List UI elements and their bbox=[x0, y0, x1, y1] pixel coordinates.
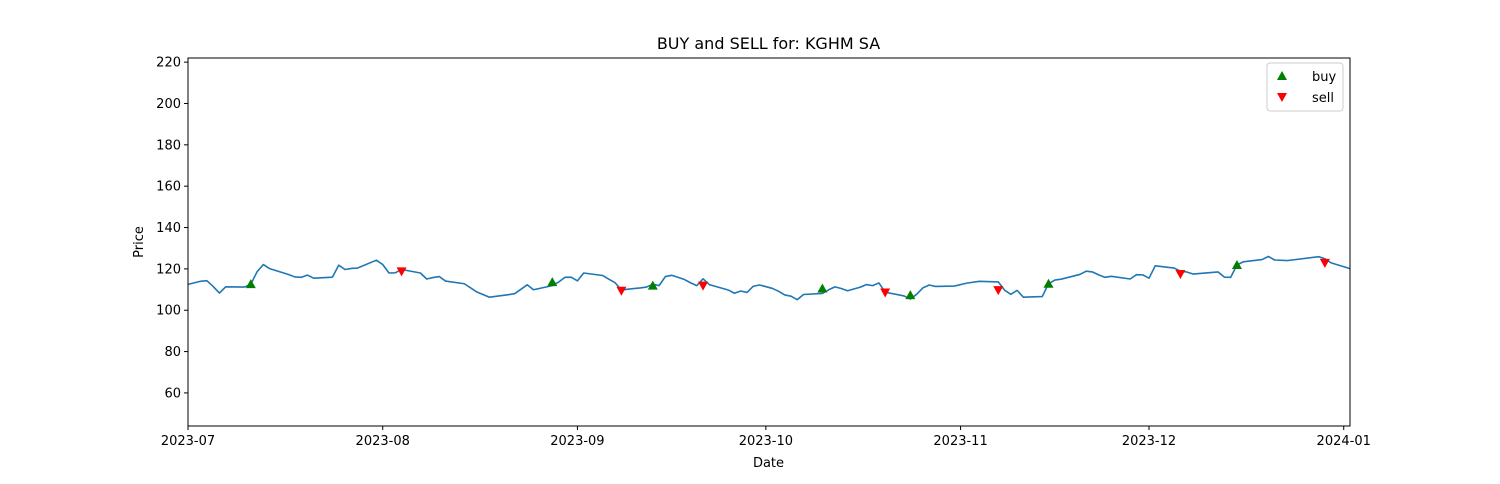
sell-markers-layer bbox=[396, 258, 1330, 298]
y-tick-label: 220 bbox=[156, 56, 181, 71]
legend-box bbox=[1266, 62, 1344, 112]
price-line bbox=[187, 255, 1351, 301]
x-axis-label: Date bbox=[753, 456, 784, 471]
sell-marker bbox=[880, 288, 891, 298]
y-tick-label: 160 bbox=[156, 180, 181, 195]
y-tick-label: 60 bbox=[164, 386, 181, 401]
x-tick-label: 2023-11 bbox=[933, 434, 987, 449]
sell-marker bbox=[1319, 258, 1330, 268]
buy-markers-layer bbox=[245, 259, 1242, 300]
y-tick-label: 100 bbox=[156, 304, 181, 319]
sell-marker bbox=[993, 286, 1004, 296]
y-axis-label: Price bbox=[132, 226, 147, 258]
legend-buy-marker bbox=[1277, 71, 1287, 80]
buy-marker bbox=[245, 279, 256, 289]
x-tick-label: 2023-09 bbox=[550, 434, 604, 449]
x-axis-ticks: 2023-07 2023-08 2023-09 2023-10 2023-11 2023-… bbox=[161, 426, 1371, 449]
plot-frame bbox=[187, 57, 1351, 427]
buy-marker bbox=[1231, 259, 1242, 269]
legend-buy-label: buy bbox=[1312, 70, 1336, 85]
x-tick-label: 2023-08 bbox=[356, 434, 410, 449]
legend: buy sell bbox=[1266, 62, 1344, 112]
buy-marker bbox=[905, 290, 916, 300]
buy-marker bbox=[547, 277, 558, 287]
legend-sell-label: sell bbox=[1312, 91, 1334, 106]
x-tick-label: 2024-01 bbox=[1317, 434, 1371, 449]
y-tick-label: 80 bbox=[164, 345, 181, 360]
sell-marker bbox=[698, 281, 709, 291]
buy-marker bbox=[817, 283, 828, 293]
y-tick-label: 140 bbox=[156, 221, 181, 236]
chart-title: BUY and SELL for: KGHM SA bbox=[657, 34, 880, 53]
x-tick-label: 2023-10 bbox=[739, 434, 793, 449]
buy-marker bbox=[647, 280, 658, 290]
y-axis-ticks: 60 80 100 120 140 160 180 200 220 bbox=[156, 56, 188, 401]
sell-marker bbox=[616, 286, 627, 296]
legend-sell-marker bbox=[1277, 93, 1287, 102]
y-tick-label: 200 bbox=[156, 97, 181, 112]
x-tick-label: 2023-12 bbox=[1122, 434, 1176, 449]
y-tick-label: 180 bbox=[156, 138, 181, 153]
price-series-layer bbox=[187, 255, 1351, 301]
sell-marker bbox=[1175, 270, 1186, 280]
sell-marker bbox=[396, 267, 407, 277]
x-tick-label: 2023-07 bbox=[161, 434, 215, 449]
buy-marker bbox=[1043, 278, 1054, 288]
y-tick-label: 120 bbox=[156, 262, 181, 277]
